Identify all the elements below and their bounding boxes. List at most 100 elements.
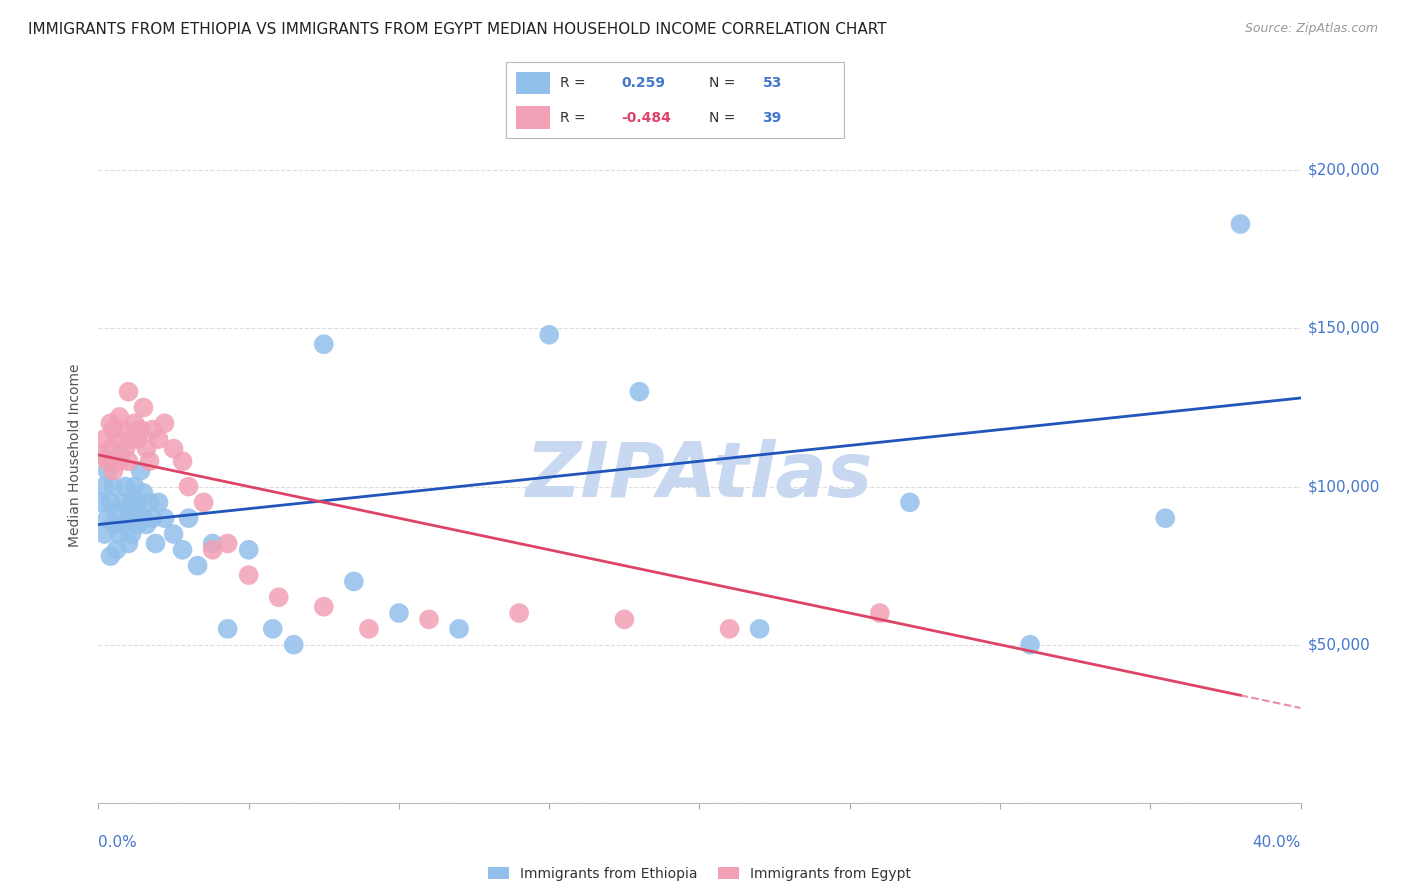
Point <box>105 542 128 557</box>
Point <box>127 517 149 532</box>
Point <box>193 495 215 509</box>
Text: $200,000: $200,000 <box>1308 163 1379 178</box>
Point <box>418 612 440 626</box>
Point <box>129 423 152 437</box>
Point <box>1019 638 1042 652</box>
Point <box>105 432 128 446</box>
Point <box>108 527 131 541</box>
Point <box>177 511 200 525</box>
Point <box>748 622 770 636</box>
Point <box>201 536 224 550</box>
Point <box>718 622 741 636</box>
Point <box>177 479 200 493</box>
Text: N =: N = <box>709 111 735 125</box>
Point <box>127 495 149 509</box>
Text: Source: ZipAtlas.com: Source: ZipAtlas.com <box>1244 22 1378 36</box>
Point <box>267 591 290 605</box>
Point <box>447 622 470 636</box>
Point <box>100 549 122 563</box>
Point <box>108 454 131 468</box>
Point <box>117 454 139 468</box>
FancyBboxPatch shape <box>516 106 550 129</box>
Point <box>262 622 284 636</box>
Point <box>103 517 125 532</box>
Text: $50,000: $50,000 <box>1308 637 1371 652</box>
Point <box>114 479 136 493</box>
Point <box>138 495 160 509</box>
Point <box>90 495 112 509</box>
Point <box>869 606 891 620</box>
Text: 40.0%: 40.0% <box>1253 836 1301 850</box>
Legend: Immigrants from Ethiopia, Immigrants from Egypt: Immigrants from Ethiopia, Immigrants fro… <box>482 861 917 887</box>
Point <box>108 409 131 424</box>
Text: $100,000: $100,000 <box>1308 479 1379 494</box>
Point <box>132 486 155 500</box>
Point <box>153 417 176 431</box>
Text: R =: R = <box>560 111 586 125</box>
Point <box>145 536 167 550</box>
Point <box>283 638 305 652</box>
Point <box>105 505 128 519</box>
Point <box>117 511 139 525</box>
Point <box>141 423 163 437</box>
Point <box>135 517 157 532</box>
Point <box>114 442 136 456</box>
Point <box>172 542 194 557</box>
Text: 53: 53 <box>762 76 782 90</box>
Point <box>121 432 143 446</box>
Point <box>117 384 139 399</box>
Point <box>100 495 122 509</box>
Point <box>138 454 160 468</box>
Point <box>148 432 170 446</box>
Point <box>90 448 112 462</box>
Point <box>127 432 149 446</box>
Point <box>217 622 239 636</box>
FancyBboxPatch shape <box>506 62 844 138</box>
Point <box>162 527 184 541</box>
Point <box>121 495 143 509</box>
Point <box>124 479 146 493</box>
Point <box>93 479 115 493</box>
Point <box>124 505 146 519</box>
Point <box>357 622 380 636</box>
Point <box>135 442 157 456</box>
Point <box>153 511 176 525</box>
Point <box>388 606 411 620</box>
Text: N =: N = <box>709 76 735 90</box>
Text: 39: 39 <box>762 111 782 125</box>
Point <box>217 536 239 550</box>
Point <box>108 448 131 462</box>
Point <box>613 612 636 626</box>
Point <box>132 511 155 525</box>
Point <box>343 574 366 589</box>
Text: 0.0%: 0.0% <box>98 836 138 850</box>
Point <box>117 536 139 550</box>
Point <box>93 527 115 541</box>
Point <box>111 423 134 437</box>
Text: IMMIGRANTS FROM ETHIOPIA VS IMMIGRANTS FROM EGYPT MEDIAN HOUSEHOLD INCOME CORREL: IMMIGRANTS FROM ETHIOPIA VS IMMIGRANTS F… <box>28 22 887 37</box>
Point <box>141 511 163 525</box>
Point <box>103 423 125 437</box>
Point <box>312 599 335 614</box>
Point <box>96 511 118 525</box>
Text: 0.259: 0.259 <box>621 76 665 90</box>
Point <box>238 568 260 582</box>
Point <box>129 464 152 478</box>
Point <box>100 417 122 431</box>
Text: -0.484: -0.484 <box>621 111 671 125</box>
Point <box>628 384 651 399</box>
Point <box>312 337 335 351</box>
Point <box>1154 511 1177 525</box>
Point <box>132 401 155 415</box>
FancyBboxPatch shape <box>516 71 550 95</box>
Text: $150,000: $150,000 <box>1308 321 1379 336</box>
Point <box>103 479 125 493</box>
Point <box>238 542 260 557</box>
Point <box>96 454 118 468</box>
Point <box>162 442 184 456</box>
Point <box>187 558 209 573</box>
Point <box>508 606 530 620</box>
Point <box>103 464 125 478</box>
Text: ZIPAtlas: ZIPAtlas <box>526 439 873 513</box>
Point <box>121 527 143 541</box>
